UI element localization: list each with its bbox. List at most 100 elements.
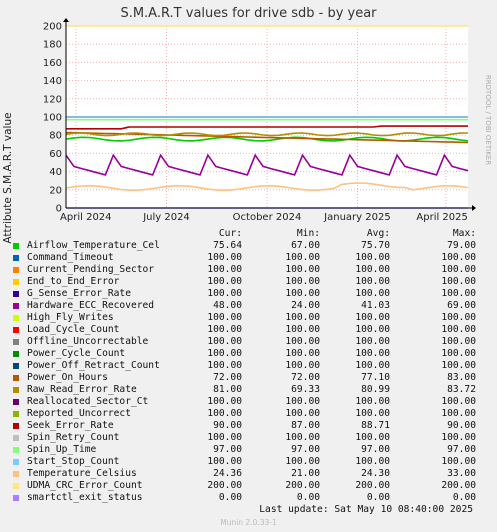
legend-swatch bbox=[13, 291, 19, 297]
legend-row: Load_Cycle_Count 100.00 100.00 100.00 100.00 bbox=[10, 324, 488, 336]
legend-max-value: 0.00 bbox=[452, 492, 476, 503]
legend-min-value: 100.00 bbox=[285, 432, 320, 443]
legend-cur-value: 100.00 bbox=[207, 432, 242, 443]
legend-row: G_Sense_Error_Rate 100.00 100.00 100.00 100.… bbox=[10, 288, 488, 300]
legend-max-value: 100.00 bbox=[441, 264, 476, 275]
legend-cur-value: 81.00 bbox=[213, 384, 242, 395]
legend-min-value: 97.00 bbox=[291, 444, 320, 455]
legend-cur-value: 100.00 bbox=[207, 252, 242, 263]
y-axis-arrow bbox=[63, 18, 69, 22]
legend-swatch bbox=[13, 387, 19, 393]
y-tick-label: 120 bbox=[43, 94, 62, 105]
legend-avg-value: 100.00 bbox=[355, 348, 390, 359]
legend-cur-value: 100.00 bbox=[207, 360, 242, 371]
col-avg: Avg: bbox=[366, 228, 390, 239]
last-update: Last update: Sat May 10 08:40:00 2025 bbox=[259, 504, 473, 515]
x-tick-label: January 2025 bbox=[323, 212, 391, 223]
legend-swatch bbox=[13, 327, 19, 333]
legend-avg-value: 88.71 bbox=[361, 420, 390, 431]
legend-avg-value: 100.00 bbox=[355, 264, 390, 275]
legend-min-value: 100.00 bbox=[285, 252, 320, 263]
legend-avg-value: 97.00 bbox=[361, 444, 390, 455]
legend-series-name: End_to_End_Error bbox=[27, 276, 120, 287]
legend-row: Raw_Read_Error_Rate 81.00 69.33 80.99 83.72 bbox=[10, 384, 488, 396]
y-tick-label: 140 bbox=[43, 76, 62, 87]
legend-swatch bbox=[13, 447, 19, 453]
legend-row: Power_Off_Retract_Count 100.00 100.00 100.0… bbox=[10, 360, 488, 372]
legend-swatch bbox=[13, 399, 19, 405]
legend-row: Power_On_Hours 72.00 72.00 77.10 83.00 bbox=[10, 372, 488, 384]
legend-cur-value: 97.00 bbox=[213, 444, 242, 455]
legend-max-value: 100.00 bbox=[441, 324, 476, 335]
legend-min-value: 87.00 bbox=[291, 420, 320, 431]
legend-swatch bbox=[13, 411, 19, 417]
legend-max-value: 90.00 bbox=[447, 420, 476, 431]
legend-avg-value: 100.00 bbox=[355, 336, 390, 347]
legend-series-name: Reported_Uncorrect bbox=[27, 408, 131, 419]
legend-series-name: G_Sense_Error_Rate bbox=[27, 288, 131, 299]
series-line-temperature-celsius bbox=[65, 182, 469, 192]
footer: Munin 2.0.33-1 bbox=[220, 518, 277, 527]
legend-max-value: 100.00 bbox=[441, 288, 476, 299]
legend-avg-value: 24.30 bbox=[361, 468, 390, 479]
legend-max-value: 83.72 bbox=[447, 384, 476, 395]
legend-row: smartctl_exit_status 0.00 0.00 0.00 0.00 bbox=[10, 492, 488, 504]
legend-swatch bbox=[13, 339, 19, 345]
y-tick-label: 20 bbox=[49, 185, 62, 196]
chart-canvas: 0 20 40 60 80 100 120 140 160 180 200 April 2024 Jul… bbox=[43, 18, 476, 223]
legend-cur-value: 100.00 bbox=[207, 396, 242, 407]
legend-max-value: 100.00 bbox=[441, 348, 476, 359]
legend-cur-value: 100.00 bbox=[207, 276, 242, 287]
legend-avg-value: 100.00 bbox=[355, 324, 390, 335]
legend-min-value: 100.00 bbox=[285, 324, 320, 335]
series-line-raw-read-error-rate bbox=[65, 132, 469, 137]
legend-min-value: 100.00 bbox=[285, 276, 320, 287]
legend-max-value: 100.00 bbox=[441, 252, 476, 263]
y-tick-label: 160 bbox=[43, 58, 62, 69]
legend-cur-value: 100.00 bbox=[207, 288, 242, 299]
legend-row: Offline_Uncorrectable 100.00 100.00 100.00 1… bbox=[10, 336, 488, 348]
legend-row: Command_Timeout 100.00 100.00 100.00 100.00 bbox=[10, 252, 488, 264]
legend-header: Cur: Min: Avg: Max: bbox=[10, 228, 488, 240]
legend-avg-value: 0.00 bbox=[366, 492, 390, 503]
legend-max-value: 100.00 bbox=[441, 396, 476, 407]
legend-max-value: 200.00 bbox=[441, 480, 476, 491]
legend-swatch bbox=[13, 471, 19, 477]
legend-min-value: 69.33 bbox=[291, 384, 320, 395]
legend-swatch bbox=[13, 483, 19, 489]
legend-max-value: 100.00 bbox=[441, 312, 476, 323]
legend-row: Reported_Uncorrect 100.00 100.00 100.00 100.… bbox=[10, 408, 488, 420]
legend-max-value: 100.00 bbox=[441, 336, 476, 347]
legend-min-value: 24.00 bbox=[291, 300, 320, 311]
legend-cur-value: 100.00 bbox=[207, 264, 242, 275]
legend-cur-value: 100.00 bbox=[207, 456, 242, 467]
legend-avg-value: 100.00 bbox=[355, 432, 390, 443]
legend-avg-value: 75.70 bbox=[361, 240, 390, 251]
y-tick-label: 100 bbox=[43, 113, 62, 124]
legend-avg-value: 100.00 bbox=[355, 312, 390, 323]
legend-min-value: 100.00 bbox=[285, 348, 320, 359]
legend-max-value: 79.00 bbox=[447, 240, 476, 251]
legend-max-value: 69.00 bbox=[447, 300, 476, 311]
legend-series-name: Command_Timeout bbox=[27, 252, 114, 263]
legend-min-value: 67.00 bbox=[291, 240, 320, 251]
legend-swatch bbox=[13, 267, 19, 273]
legend-series-name: Airflow_Temperature_Cel bbox=[27, 240, 160, 251]
legend-swatch bbox=[13, 315, 19, 321]
legend-min-value: 100.00 bbox=[285, 456, 320, 467]
legend-max-value: 100.00 bbox=[441, 456, 476, 467]
legend-swatch bbox=[13, 435, 19, 441]
legend-min-value: 100.00 bbox=[285, 360, 320, 371]
legend-cur-value: 100.00 bbox=[207, 408, 242, 419]
legend-rows: Airflow_Temperature_Cel 75.64 67.00 75.70 79… bbox=[10, 240, 488, 504]
legend-row: Airflow_Temperature_Cel 75.64 67.00 75.70 79… bbox=[10, 240, 488, 252]
legend-row: Reallocated_Sector_Ct 100.00 100.00 100.00 1… bbox=[10, 396, 488, 408]
series-line-power-on-hours bbox=[65, 131, 469, 144]
legend-min-value: 200.00 bbox=[285, 480, 320, 491]
legend-min-value: 100.00 bbox=[285, 396, 320, 407]
legend-series-name: smartctl_exit_status bbox=[27, 492, 143, 503]
legend-series-name: Temperature_Celsius bbox=[27, 468, 137, 479]
legend-series-name: Raw_Read_Error_Rate bbox=[27, 384, 137, 395]
legend-series-name: Reallocated_Sector_Ct bbox=[27, 396, 149, 407]
legend-row: Spin_Retry_Count 100.00 100.00 100.00 100.00 bbox=[10, 432, 488, 444]
